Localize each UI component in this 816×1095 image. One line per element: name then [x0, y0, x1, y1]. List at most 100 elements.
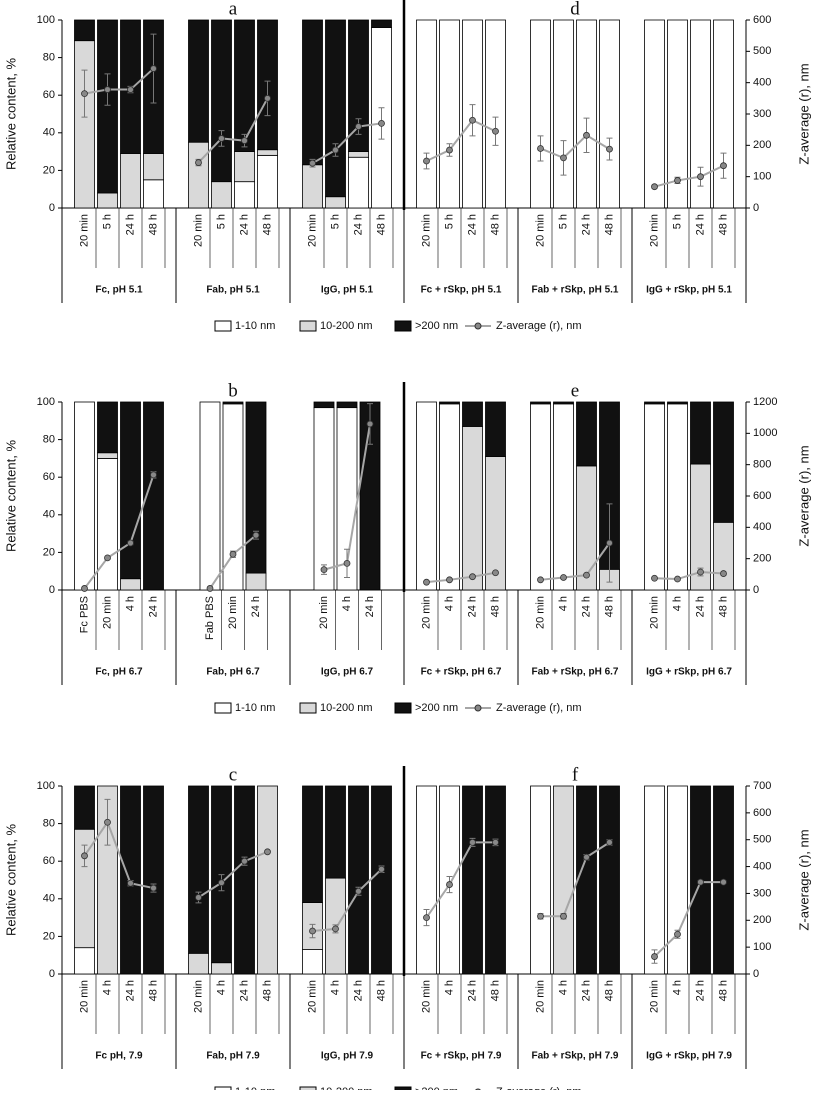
bar-segment [97, 457, 118, 591]
group-label: Fab + rSkp, pH 7.9 [532, 1051, 619, 1062]
y-tick-label: 20 [43, 164, 55, 176]
z-average-point [423, 914, 430, 921]
z-average-point [150, 65, 157, 72]
z-average-point [81, 585, 88, 592]
x-tick-label: 5 h [443, 214, 455, 229]
bar-segment [97, 452, 118, 459]
y-tick-label: 20 [43, 930, 55, 942]
z-average-point [720, 570, 727, 577]
z-average-point [150, 884, 157, 892]
z-average-point [127, 86, 134, 93]
z-average-point [127, 539, 134, 547]
z-average-point [674, 930, 681, 938]
legend-label: 1-10 nm [235, 1086, 275, 1090]
z-average-point [252, 531, 260, 539]
z-average-point [355, 123, 362, 130]
bar-segment [336, 401, 358, 409]
bar-segment [245, 572, 267, 591]
bar-segment [234, 785, 255, 975]
x-tick-label: Fab PBS [204, 596, 216, 640]
bar-segment [74, 785, 95, 830]
legend-label: 1-10 nm [235, 320, 275, 332]
z-average-point [81, 852, 88, 860]
group-label: Fab, pH 6.7 [206, 667, 260, 678]
bar-segment [530, 785, 551, 975]
group-label: Fc + rSkp, pH 5.1 [421, 285, 502, 296]
group-label: Fab + rSkp, pH 5.1 [532, 285, 619, 296]
x-tick-label: 4 h [329, 980, 341, 995]
y-axis-label: Relative content, % [3, 440, 18, 552]
z-average-point [560, 574, 567, 581]
y-tick-label: 60 [43, 89, 55, 101]
y2-tick-label: 400 [753, 860, 771, 872]
bar-segment [485, 401, 506, 457]
legend-label: Z-average (r), nm [496, 320, 582, 332]
bar-segment [530, 19, 551, 209]
x-tick-label: 24 h [694, 596, 706, 617]
z-average-point [104, 86, 111, 93]
group-label: Fab, pH 5.1 [206, 285, 260, 296]
bar-segment [462, 401, 483, 427]
x-tick-label: 24 h [694, 214, 706, 235]
bar-segment [188, 952, 209, 975]
y2-tick-label: 200 [753, 553, 771, 565]
y2-tick-label: 400 [753, 521, 771, 533]
y2-tick-label: 200 [753, 139, 771, 151]
z-average-point [423, 157, 430, 165]
bar-segment [234, 19, 255, 153]
y2-tick-label: 300 [753, 887, 771, 899]
x-tick-label: 20 min [534, 980, 546, 1013]
z-average-line [540, 134, 611, 160]
panel-letter: b [228, 380, 238, 401]
z-average-line [312, 868, 383, 933]
z-average-point [446, 576, 453, 584]
x-tick-label: 48 h [603, 596, 615, 617]
bar-segment [97, 19, 118, 194]
x-tick-label: 20 min [648, 596, 660, 629]
z-average-point [206, 585, 214, 592]
z-average-point [469, 839, 476, 846]
x-tick-label: 24 h [580, 596, 592, 617]
x-tick-label: 24 h [124, 980, 136, 1001]
panel-letter: d [570, 0, 580, 19]
x-tick-label: 48 h [147, 980, 159, 1001]
x-tick-label: 48 h [261, 214, 273, 235]
z-average-point [150, 471, 157, 479]
bar-segment [599, 19, 620, 209]
bar-segment [211, 19, 232, 183]
z-average-line [540, 841, 611, 918]
z-average-point [320, 566, 328, 574]
legend-label: 10-200 nm [320, 1086, 373, 1090]
bar-segment [553, 19, 574, 209]
bar-segment [325, 196, 346, 209]
x-tick-label: 5 h [101, 214, 113, 229]
y-axis-label: Relative content, % [3, 58, 18, 170]
x-tick-label: 48 h [603, 214, 615, 235]
y2-tick-label: 600 [753, 807, 771, 819]
z-average-point [446, 146, 453, 154]
z-average-line [653, 881, 724, 958]
bar-segment [234, 181, 255, 209]
y2-tick-label: 0 [753, 202, 759, 214]
bar-segment [371, 19, 392, 28]
panel-letter: f [572, 764, 579, 785]
x-tick-label: 48 h [489, 214, 501, 235]
z-average-line [84, 67, 155, 95]
group-label: Fab, pH 7.9 [206, 1051, 260, 1062]
z-average-line [654, 570, 724, 581]
group-label: IgG + rSkp, pH 6.7 [646, 667, 732, 678]
bar-segment [416, 19, 437, 209]
bar-segment [690, 19, 711, 209]
x-tick-label: 48 h [489, 596, 501, 617]
bar-segment [690, 401, 711, 465]
x-tick-label: 48 h [717, 214, 729, 235]
z-average-point [218, 879, 225, 887]
z-average-point [264, 94, 271, 102]
z-average-point [606, 539, 613, 547]
x-tick-label: Fc PBS [78, 596, 90, 633]
z-average-point [583, 571, 590, 579]
x-tick-label: 24 h [352, 980, 364, 1001]
x-tick-label: 4 h [443, 596, 455, 611]
group-label: IgG, pH 5.1 [321, 285, 374, 296]
